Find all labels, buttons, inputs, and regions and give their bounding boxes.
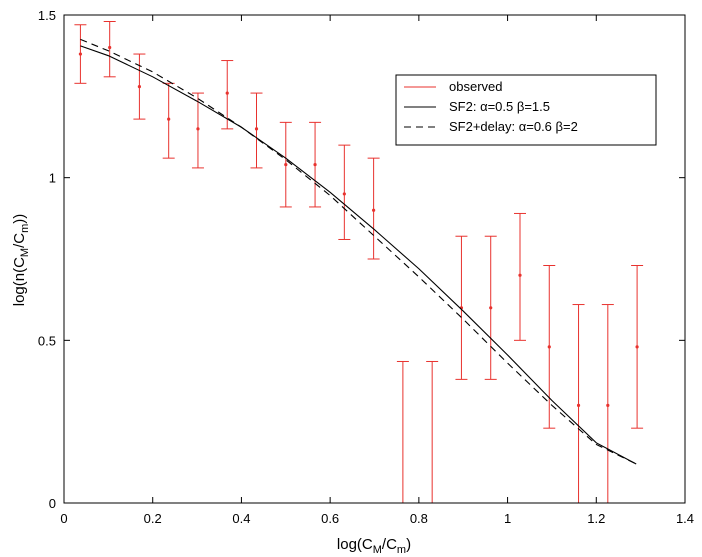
observed-errorbar (513, 212, 526, 341)
y-tick-label: 0.5 (38, 333, 56, 348)
observed-point (196, 127, 200, 131)
observed-point (372, 208, 376, 212)
observed-errorbar (543, 265, 556, 429)
observed-errorbar (162, 82, 175, 159)
observed-errorbar (426, 360, 439, 503)
observed-point (167, 117, 171, 121)
observed-point (137, 84, 142, 89)
observed-point (225, 91, 229, 95)
observed-errorbar (309, 121, 322, 208)
sf2-delay-model-line (80, 38, 637, 465)
x-tick-label: 0.6 (321, 511, 339, 526)
observed-point (606, 403, 610, 407)
legend-label-observed: observed (449, 79, 502, 94)
legend-label-sf2-delay: SF2+delay: α=0.6 β=2 (449, 119, 578, 134)
observed-errorbar (484, 235, 497, 380)
observed-point (313, 163, 317, 167)
observed-errorbar (572, 304, 585, 503)
observed-errorbar (191, 92, 204, 169)
legend-label-sf2: SF2: α=0.5 β=1.5 (449, 99, 550, 114)
observed-errorbar (103, 21, 116, 78)
observed-point (518, 273, 522, 277)
observed-point (489, 306, 493, 310)
observed-errorbar (279, 121, 292, 208)
x-tick-label: 1 (504, 511, 511, 526)
y-axis-label: log(n(CM/Cm)) (11, 214, 31, 307)
observed-point (284, 163, 288, 167)
x-axis-label: log(CM/Cm) (337, 536, 411, 556)
observed-errorbar (455, 235, 468, 380)
observed-point (78, 52, 83, 56)
y-tick-label: 1 (49, 171, 56, 186)
axes-frame (63, 14, 686, 504)
y-tick-label: 0 (49, 496, 56, 511)
observed-errorbar (367, 157, 380, 260)
x-tick-label: 1.4 (676, 511, 694, 526)
observed-errorbar (631, 265, 644, 429)
observed-point (547, 345, 551, 349)
series-layer (74, 21, 644, 503)
observed-errorbar (601, 304, 614, 503)
observed-point (576, 403, 581, 407)
observed-point (342, 192, 346, 196)
sf2-model-line (80, 45, 637, 465)
y-tick-label: 1.5 (38, 8, 56, 23)
x-tick-label: 0.8 (410, 511, 428, 526)
observed-errorbar (250, 92, 263, 169)
observed-errorbar (133, 53, 146, 120)
observed-errorbar (221, 60, 234, 130)
x-tick-label: 0 (60, 511, 67, 526)
observed-point (635, 345, 639, 349)
observed-point (254, 127, 259, 131)
legend: observed SF2: α=0.5 β=1.5 SF2+delay: α=0… (395, 74, 657, 146)
ticks-layer: 0 0.2 0.4 0.6 0.8 1 1.2 1.4 0 0.5 1 1.5 (38, 8, 694, 526)
observed-point (108, 45, 112, 50)
x-tick-label: 0.2 (144, 511, 162, 526)
observed-errorbar (74, 24, 87, 84)
observed-errorbar (338, 144, 351, 240)
legend-box (395, 74, 657, 146)
x-tick-label: 1.2 (587, 511, 605, 526)
x-tick-label: 0.4 (232, 511, 250, 526)
observed-errorbar (396, 360, 409, 503)
